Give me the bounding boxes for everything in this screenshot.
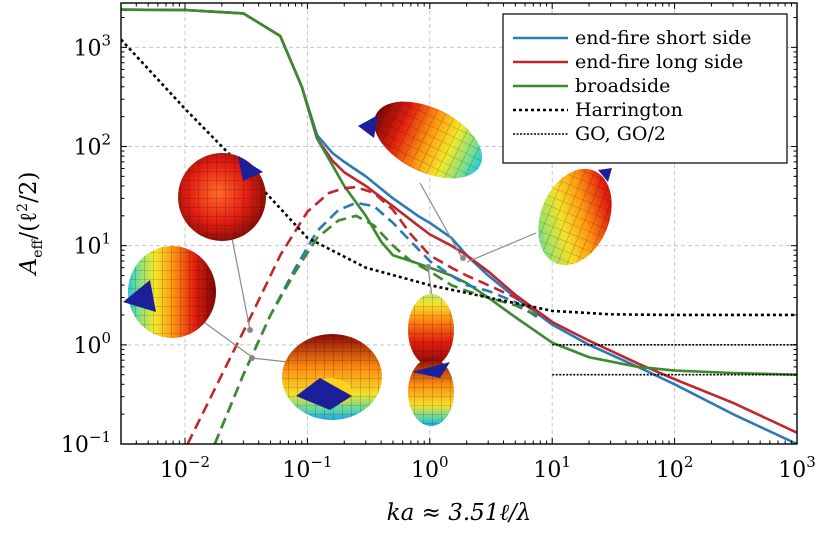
y-axis-label: Aeff/(ℓ2/2) — [15, 172, 46, 277]
y-tick-label-1: 100 — [73, 329, 111, 359]
series-layer — [121, 8, 797, 444]
legend-label-0: end-fire short side — [575, 27, 752, 49]
series-line-6 — [121, 38, 797, 317]
legend: end-fire short side end-fire long side b… — [502, 13, 788, 164]
inset-patterns — [123, 101, 612, 426]
y-tick-label-4: 103 — [73, 31, 111, 61]
plot-frame — [120, 2, 798, 445]
y-tick-label-3: 102 — [73, 131, 111, 161]
inset-pattern-5 — [538, 168, 612, 266]
inset-pattern-4 — [358, 101, 482, 179]
x-tick-label-5: 103 — [778, 453, 816, 483]
legend-label-4: GO, GO/2 — [575, 123, 666, 145]
series-line-5 — [213, 214, 541, 444]
inset-pattern-1 — [178, 153, 266, 241]
inset-leader-dots — [247, 255, 466, 361]
x-axis-label: ka ≈ 3.51ℓ/λ — [387, 500, 532, 526]
x-tick-label-0: 10−2 — [160, 453, 210, 483]
series-line-3 — [213, 201, 542, 444]
tick-layer: 10−2 10−1 100 101 102 103 10−1 100 101 102 103 — [61, 3, 816, 483]
series-line-4 — [186, 185, 542, 444]
inset-pattern-2 — [123, 246, 216, 338]
legend-label-1: end-fire long side — [575, 51, 743, 73]
x-tick-label-1: 10−1 — [282, 453, 332, 483]
x-tick-label-3: 101 — [533, 453, 571, 483]
x-tick-label-4: 102 — [656, 453, 694, 483]
y-tick-label-0: 10−1 — [61, 428, 111, 458]
legend-label-3: Harrington — [575, 99, 683, 121]
inset-pattern-6 — [408, 294, 454, 426]
legend-label-2: broadside — [575, 75, 670, 97]
x-tick-label-2: 100 — [411, 453, 449, 483]
inset-pattern-3 — [282, 334, 382, 420]
y-tick-label-2: 101 — [73, 230, 111, 260]
